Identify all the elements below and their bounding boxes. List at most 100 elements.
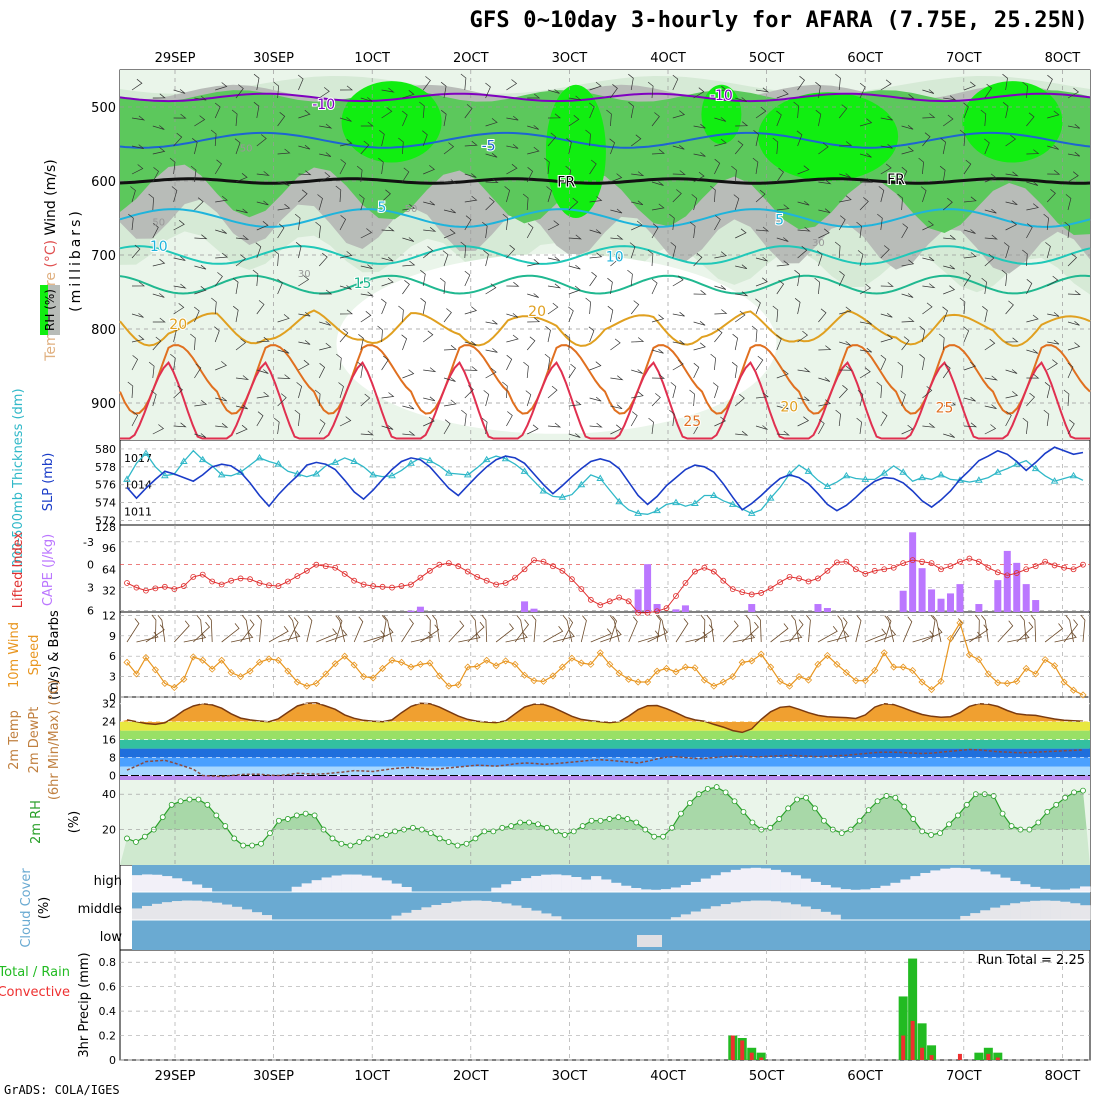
rh-point <box>517 819 524 826</box>
wind-speed-point <box>776 677 784 685</box>
cloud-high <box>920 872 931 892</box>
wind-barb <box>402 260 416 267</box>
wind-barb <box>277 203 291 211</box>
wind-barb <box>880 354 887 371</box>
wind-barb <box>921 627 943 643</box>
wind-barb <box>1047 110 1060 119</box>
wind-barb <box>816 250 823 267</box>
wind-barb <box>1001 269 1008 287</box>
date-label-bottom: 2OCT <box>453 1069 489 1084</box>
thickness-point <box>407 459 415 466</box>
wind-barb <box>439 277 446 295</box>
wind-barb <box>588 102 595 119</box>
rh-point <box>1062 794 1069 801</box>
wind-barb <box>253 73 260 91</box>
wind-speed-point <box>407 663 415 671</box>
thickness-tick: 580 <box>95 443 116 456</box>
cloud-mid <box>501 903 512 920</box>
precip-conv-bar <box>920 1047 925 1060</box>
lifted-point <box>474 573 481 580</box>
wind-barb <box>734 310 746 323</box>
wind-barb <box>419 101 425 119</box>
thickness-point <box>331 458 340 465</box>
wind-barb <box>731 165 737 183</box>
wind-speed-point <box>795 673 803 681</box>
wind-barb <box>922 423 936 428</box>
temp-tick: 16 <box>102 734 116 747</box>
wind-barb <box>527 146 540 155</box>
wind-speed-point <box>975 656 983 664</box>
precip-conv-bar <box>929 1055 934 1060</box>
wind-barb <box>464 173 477 178</box>
rh-point <box>463 840 470 847</box>
cloud-mid <box>211 902 223 920</box>
rh-point <box>1071 789 1077 796</box>
thickness-point <box>596 474 605 481</box>
wind-barb <box>298 311 311 317</box>
wind-barb <box>938 333 945 351</box>
wind-barb <box>797 200 810 206</box>
cloud-high <box>1020 884 1031 892</box>
cloud-high <box>1010 881 1021 892</box>
rh-point <box>928 831 935 838</box>
wind-speed-point <box>530 677 538 685</box>
wind-barb <box>1016 621 1034 643</box>
wind-barb <box>148 361 155 379</box>
wind-barb <box>402 90 415 99</box>
rh-point <box>776 816 783 822</box>
wind-barb <box>339 416 352 427</box>
wind-barb <box>152 125 165 130</box>
wind-barb <box>1002 102 1009 119</box>
wind-speed-point <box>416 660 424 668</box>
cloud-mid <box>680 914 692 920</box>
rh-point <box>275 817 282 824</box>
wind-barb <box>959 129 966 147</box>
rh-point <box>267 830 273 837</box>
cloud-mid <box>710 906 722 920</box>
lifted-point <box>625 598 632 605</box>
wind-barb <box>422 130 428 147</box>
cape-bar <box>1013 562 1021 612</box>
wind-barb <box>372 627 394 643</box>
cloud-high <box>361 875 372 892</box>
wind-barb <box>319 152 332 157</box>
wind-barb <box>693 321 706 326</box>
cape-tick: 64 <box>102 563 116 576</box>
wind-barb <box>922 113 936 119</box>
rh-point <box>910 816 917 822</box>
lifted-point <box>568 576 575 583</box>
cloud-mid <box>521 907 532 920</box>
date-label-bottom: 7OCT <box>946 1069 982 1084</box>
wind-barb <box>360 291 374 297</box>
wind-barb <box>1067 290 1082 296</box>
wind-barb <box>360 264 373 269</box>
wind-barb <box>440 81 447 99</box>
wind-barb <box>157 614 166 643</box>
contour-label: 25 <box>936 400 954 416</box>
wind-speed-point <box>880 649 888 657</box>
wind-barb <box>256 134 267 147</box>
wind-speed-point <box>653 667 661 675</box>
precip-conv-bar <box>901 1035 906 1060</box>
wind-barb <box>984 83 993 99</box>
wind-barb <box>277 181 290 186</box>
wind-barb <box>568 433 581 438</box>
wind-barb <box>360 228 373 239</box>
wind-barb <box>712 382 719 399</box>
wind-barb <box>901 317 915 323</box>
precip-conv-bar <box>740 1040 745 1060</box>
wind-speed-point <box>1032 670 1040 678</box>
wind-barb <box>943 433 955 438</box>
wind-barb <box>672 359 684 371</box>
wind-speed-point <box>1069 686 1078 694</box>
wind-barb <box>797 226 811 232</box>
wind-barb <box>506 144 519 149</box>
cape-bar <box>521 601 529 612</box>
wind-barb <box>735 264 748 270</box>
wind-barb <box>1067 87 1080 99</box>
cloud-mid <box>760 900 771 920</box>
wind-speed-point <box>397 658 406 666</box>
wind-barb <box>589 271 597 287</box>
wind-speed-point <box>937 677 945 685</box>
